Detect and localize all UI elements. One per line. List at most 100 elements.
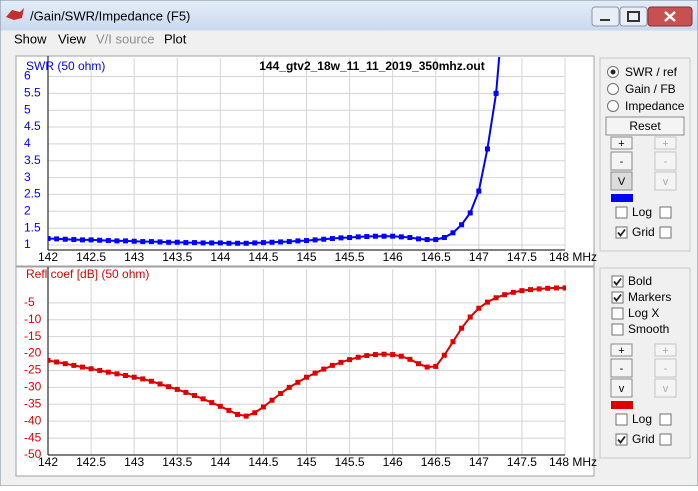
x-tick-label: 142 bbox=[38, 250, 58, 264]
button[interactable] bbox=[654, 136, 677, 150]
button-label: v bbox=[619, 383, 625, 395]
radio-label: Impedance bbox=[625, 99, 685, 113]
button-label: - bbox=[620, 363, 624, 375]
x-tick-label: 145.5 bbox=[335, 455, 365, 469]
marker bbox=[467, 314, 473, 320]
marker bbox=[459, 325, 465, 331]
x-tick-label: 143 bbox=[124, 455, 144, 469]
checkbox[interactable] bbox=[615, 413, 628, 426]
marker bbox=[166, 239, 172, 245]
x-tick-label: 147.5 bbox=[507, 250, 537, 264]
x-tick-label: 146 bbox=[383, 455, 403, 469]
button[interactable] bbox=[610, 358, 633, 378]
checkbox[interactable] bbox=[659, 226, 672, 239]
x-tick-label: 145 bbox=[296, 250, 316, 264]
menu-item[interactable]: View bbox=[58, 31, 87, 46]
marker bbox=[286, 239, 292, 245]
checkbox[interactable] bbox=[659, 433, 672, 446]
marker bbox=[54, 359, 60, 365]
checkbox[interactable] bbox=[659, 413, 672, 426]
button[interactable] bbox=[610, 378, 633, 398]
marker bbox=[390, 233, 396, 239]
x-tick-label: 146.5 bbox=[421, 250, 451, 264]
marker bbox=[269, 397, 275, 403]
marker bbox=[416, 236, 422, 242]
check-mark bbox=[617, 435, 626, 444]
marker bbox=[450, 230, 456, 236]
button-label: - bbox=[664, 156, 668, 168]
marker bbox=[510, 289, 516, 295]
marker bbox=[157, 239, 163, 245]
button[interactable] bbox=[654, 171, 677, 191]
marker bbox=[528, 287, 534, 293]
button[interactable] bbox=[654, 343, 677, 357]
marker bbox=[286, 384, 292, 390]
reset-button[interactable] bbox=[605, 116, 685, 136]
marker bbox=[97, 237, 103, 243]
x-tick-label: 144 bbox=[210, 250, 230, 264]
button-label: + bbox=[662, 138, 668, 150]
marker bbox=[200, 240, 206, 246]
y-axis-label: Refl coef [dB] (50 ohm) bbox=[26, 267, 149, 281]
minimize-button[interactable] bbox=[591, 6, 620, 27]
color-swatch[interactable] bbox=[611, 401, 633, 409]
button[interactable] bbox=[610, 171, 633, 191]
y-tick-label: 5 bbox=[24, 102, 31, 116]
radio-button[interactable] bbox=[607, 83, 619, 95]
maximize-button[interactable] bbox=[619, 6, 648, 27]
marker bbox=[553, 285, 559, 291]
marker bbox=[312, 370, 318, 376]
button-label: - bbox=[664, 363, 668, 375]
marker bbox=[416, 361, 422, 367]
marker bbox=[226, 407, 232, 413]
menu-item[interactable]: Plot bbox=[164, 31, 187, 46]
color-swatch[interactable] bbox=[611, 194, 633, 202]
marker bbox=[217, 240, 223, 246]
checkbox[interactable] bbox=[615, 206, 628, 219]
x-tick-label: 148 MHz bbox=[549, 455, 597, 469]
y-tick-label: -30 bbox=[24, 380, 42, 394]
y-tick-label: 2.5 bbox=[24, 187, 41, 201]
marker bbox=[243, 413, 249, 419]
radio-button[interactable] bbox=[607, 100, 619, 112]
marker bbox=[131, 238, 137, 244]
checkbox[interactable] bbox=[615, 433, 628, 446]
marker bbox=[407, 235, 413, 241]
checkbox[interactable] bbox=[659, 206, 672, 219]
marker bbox=[398, 234, 404, 240]
button[interactable] bbox=[654, 358, 677, 378]
button-label: V bbox=[618, 176, 626, 188]
marker bbox=[114, 371, 120, 377]
menu-item[interactable]: V/I source bbox=[96, 31, 155, 46]
checkbox-label: Log bbox=[632, 412, 652, 426]
button-label: v bbox=[663, 176, 669, 188]
marker bbox=[209, 400, 215, 406]
marker bbox=[62, 236, 68, 242]
button[interactable] bbox=[654, 378, 677, 398]
marker bbox=[217, 403, 223, 409]
chart-title: 144_gtv2_18w_11_11_2019_350mhz.out bbox=[259, 59, 485, 73]
checkbox[interactable] bbox=[611, 291, 624, 304]
button[interactable] bbox=[610, 343, 633, 357]
menu-item[interactable]: Show bbox=[14, 31, 47, 46]
y-tick-label: -25 bbox=[24, 363, 42, 377]
marker bbox=[338, 235, 344, 241]
marker bbox=[381, 351, 387, 357]
window-title: /Gain/SWR/Impedance (F5) bbox=[30, 8, 190, 23]
marker bbox=[123, 238, 129, 244]
button[interactable] bbox=[610, 136, 633, 150]
marker bbox=[536, 286, 542, 292]
checkbox-label: Log X bbox=[628, 306, 659, 320]
marker bbox=[476, 188, 482, 194]
button[interactable] bbox=[610, 151, 633, 171]
checkbox[interactable] bbox=[611, 323, 624, 336]
marker bbox=[48, 357, 51, 363]
button[interactable] bbox=[654, 151, 677, 171]
checkbox[interactable] bbox=[611, 275, 624, 288]
checkbox[interactable] bbox=[615, 226, 628, 239]
marker bbox=[545, 285, 551, 291]
y-tick-label: 1 bbox=[24, 237, 31, 251]
checkbox[interactable] bbox=[611, 307, 624, 320]
radio-dot bbox=[610, 69, 616, 75]
y-tick-label: 3.5 bbox=[24, 153, 41, 167]
